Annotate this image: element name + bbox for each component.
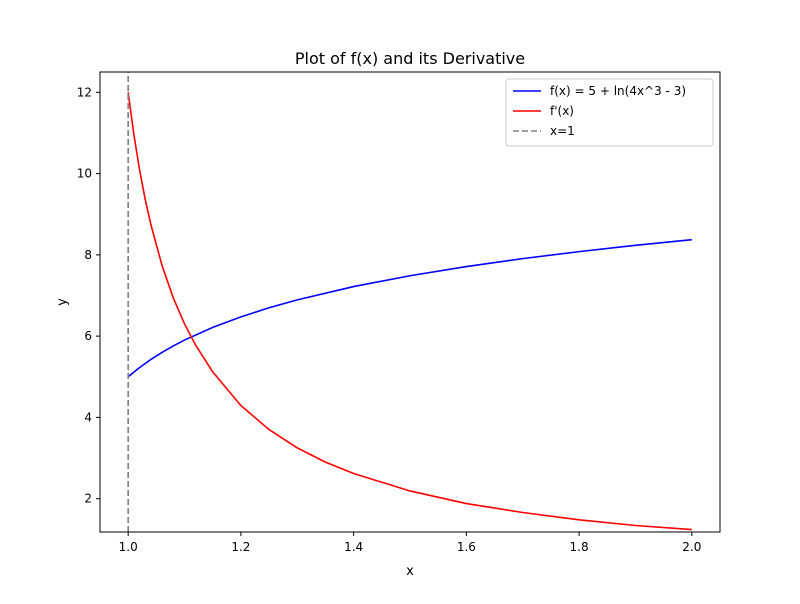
y-axis-label: y — [55, 298, 70, 306]
axis-ticks: 1.0 1.2 1.4 1.6 1.8 2.0 2 4 6 8 10 12 — [77, 85, 702, 554]
x-axis-label: x — [406, 564, 414, 579]
y-tick-label: 2 — [84, 492, 92, 506]
legend-label-2: x=1 — [550, 124, 575, 138]
x-tick-label: 1.0 — [119, 540, 138, 554]
legend-label-1: f'(x) — [550, 104, 574, 118]
plot-frame — [99, 71, 721, 533]
legend-label-0: f(x) = 5 + ln(4x^3 - 3) — [550, 84, 686, 98]
legend: f(x) = 5 + ln(4x^3 - 3) f'(x) x=1 — [505, 78, 714, 147]
y-tick-label: 4 — [84, 410, 92, 424]
x-tick-label: 2.0 — [682, 540, 701, 554]
x-tick-label: 1.6 — [457, 540, 476, 554]
legend-box — [505, 78, 714, 147]
y-tick-label: 12 — [77, 85, 92, 99]
x-tick-label: 1.4 — [344, 540, 363, 554]
chart-title: Plot of f(x) and its Derivative — [295, 49, 525, 68]
x-tick-label: 1.8 — [570, 540, 589, 554]
plot-area — [127, 72, 692, 532]
y-tick-label: 6 — [84, 329, 92, 343]
y-tick-label: 8 — [84, 248, 92, 262]
series-line-1 — [127, 92, 692, 531]
series-line-0 — [127, 238, 692, 378]
y-tick-label: 10 — [77, 167, 92, 181]
x-tick-label: 1.2 — [231, 540, 250, 554]
